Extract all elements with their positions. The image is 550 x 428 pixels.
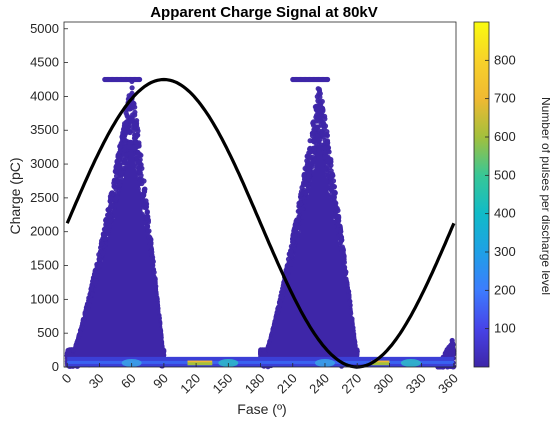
data-point <box>111 180 117 186</box>
data-point <box>121 147 127 153</box>
data-point <box>149 249 155 255</box>
data-point <box>102 226 108 233</box>
data-point <box>136 140 142 146</box>
data-point <box>309 133 316 139</box>
data-point <box>118 141 124 147</box>
data-point <box>95 264 101 271</box>
data-point <box>324 139 330 145</box>
cluster-core <box>67 142 164 367</box>
data-point <box>101 233 107 239</box>
data-point <box>96 256 102 262</box>
data-point <box>65 347 71 353</box>
data-point <box>103 217 109 223</box>
data-point <box>108 195 114 201</box>
data-point <box>338 245 344 251</box>
data-point <box>88 286 94 292</box>
data-point <box>123 152 129 158</box>
chart-title: Apparent Charge Signal at 80kV <box>150 4 378 21</box>
data-point <box>129 85 135 91</box>
data-point <box>117 182 123 188</box>
data-point <box>303 190 309 196</box>
data-point <box>118 170 124 176</box>
data-point <box>98 240 105 247</box>
data-point <box>288 243 294 249</box>
data-point <box>122 137 128 143</box>
data-point <box>149 259 155 265</box>
data-point <box>137 76 143 83</box>
data-point <box>115 176 121 182</box>
data-point <box>320 132 326 138</box>
data-point <box>115 164 121 170</box>
data-point <box>112 196 118 202</box>
data-point <box>94 273 100 279</box>
data-point <box>113 169 119 175</box>
data-point <box>147 241 154 247</box>
data-point <box>115 152 121 158</box>
data-point <box>100 250 106 256</box>
plot-area <box>63 21 457 370</box>
data-point <box>106 206 112 212</box>
data-point <box>93 278 99 284</box>
data-point <box>144 209 150 216</box>
data-point <box>109 203 115 209</box>
data-point <box>135 128 141 134</box>
data-point <box>301 173 307 179</box>
data-point <box>130 102 136 108</box>
data-point <box>109 190 115 196</box>
data-point <box>71 347 77 353</box>
data-point <box>128 118 134 124</box>
data-point <box>131 144 137 150</box>
data-point <box>335 213 341 219</box>
data-point <box>137 169 143 175</box>
data-point <box>310 119 317 125</box>
data-point <box>122 157 128 164</box>
data-point <box>132 121 138 127</box>
data-point <box>145 224 151 230</box>
data-point <box>126 143 132 150</box>
data-point <box>98 245 104 251</box>
data-point <box>123 121 129 127</box>
data-point <box>133 155 140 161</box>
data-point <box>135 159 141 165</box>
data-point <box>125 129 131 135</box>
data-point <box>132 136 138 142</box>
data-point <box>143 198 149 204</box>
data-point <box>143 205 149 211</box>
data-point <box>135 150 141 156</box>
data-point <box>124 112 130 118</box>
data-point <box>132 109 138 115</box>
data-point <box>141 191 147 198</box>
data-point <box>107 218 113 224</box>
data-point <box>311 137 317 143</box>
data-point <box>116 187 122 193</box>
